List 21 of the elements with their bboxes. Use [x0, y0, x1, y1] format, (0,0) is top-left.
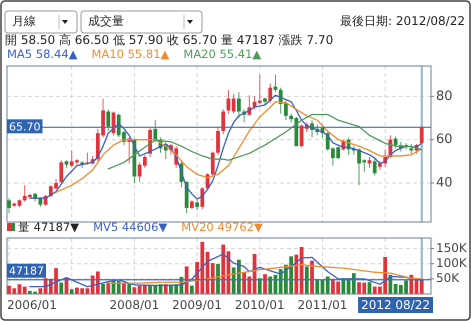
- text: 最後日期: 2012/08/22: [340, 14, 465, 28]
- y-tick-label: 80: [436, 88, 453, 104]
- y-tick-label: 100K: [436, 256, 468, 270]
- y-tick-label: 50K: [436, 271, 460, 286]
- ref-line-label: 47187: [9, 264, 44, 278]
- legend-label: 量 47187▼: [18, 220, 80, 234]
- ref-line-label: 65.70: [9, 120, 40, 134]
- y-tick-label: 40: [436, 176, 453, 191]
- ref-line-label: 2012 08/22: [361, 298, 430, 312]
- y-tick-label: 150K: [436, 240, 468, 255]
- x-tick-label: 2010/01: [234, 298, 285, 312]
- x-tick-label: 2011/01: [298, 298, 348, 312]
- x-tick-label: 2008/01: [109, 298, 160, 312]
- text: 月線: [12, 14, 36, 28]
- legend: MA5 58.44▲ MA10 55.81▲ MA20 55.41▲: [7, 47, 262, 61]
- text: 開 58.50 高 66.50 低 57.90 收 65.70 量 47187 漲跌 7.70: [5, 33, 334, 47]
- x-tick-label: 2006/01: [7, 298, 57, 312]
- text: 成交量: [88, 14, 124, 28]
- x-tick-label: 2009/01: [172, 298, 222, 312]
- legend: 量 47187▼ MV5 44606▼ MV20 49762▼: [7, 220, 263, 234]
- y-tick-label: 60: [436, 132, 453, 148]
